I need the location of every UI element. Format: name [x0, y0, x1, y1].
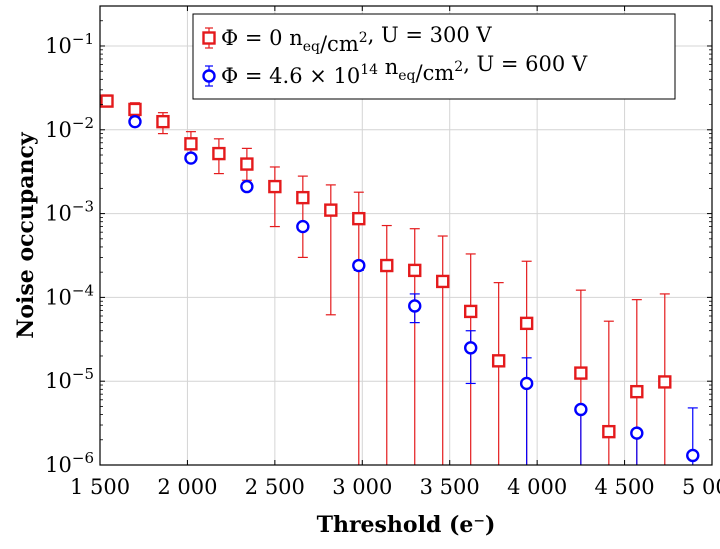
plot-frame	[99, 5, 713, 466]
data-point	[408, 228, 422, 465]
square-marker	[212, 146, 226, 161]
data-point	[686, 407, 700, 465]
data-point	[352, 191, 366, 465]
square-marker	[630, 384, 644, 399]
x-tick-label: 2 000	[157, 475, 217, 499]
square-marker	[380, 258, 394, 273]
data-point	[408, 293, 422, 324]
x-axis-title: Threshold (e⁻)	[317, 512, 496, 538]
data-point	[240, 147, 254, 181]
data-point	[574, 402, 588, 465]
square-marker	[128, 102, 142, 117]
series-1	[100, 94, 672, 465]
data-series	[100, 94, 700, 465]
x-tick-label: 1 500	[70, 475, 130, 499]
circle-marker	[184, 151, 198, 165]
data-point	[324, 184, 338, 316]
data-point	[128, 102, 142, 117]
y-tick-label: 10−3	[45, 198, 94, 226]
y-tick-label: 10−6	[45, 449, 94, 477]
data-point	[184, 151, 198, 165]
y-tick-label: 10−4	[45, 281, 94, 309]
data-point	[519, 357, 534, 465]
circle-marker	[519, 376, 534, 391]
square-marker	[574, 366, 588, 380]
data-point	[463, 330, 478, 385]
circle-marker	[240, 179, 254, 194]
data-point	[240, 179, 254, 194]
square-marker	[602, 424, 616, 439]
data-point	[296, 219, 310, 234]
square-marker	[268, 179, 282, 194]
x-tick-label: 4 500	[595, 475, 655, 499]
legend-box	[192, 13, 676, 100]
x-tick-label: 3 000	[332, 475, 392, 499]
x-tick-label: 3 500	[420, 475, 480, 499]
square-marker	[658, 375, 672, 389]
circle-marker	[574, 402, 588, 417]
legend-circle-marker	[202, 69, 216, 83]
legend-label: Φ = 4.6 × 1014 neq/cm2, U = 600 V	[221, 52, 588, 88]
series-2	[128, 114, 700, 465]
data-point	[436, 235, 450, 465]
square-marker	[100, 94, 114, 108]
data-point	[491, 282, 506, 465]
data-point	[128, 114, 142, 129]
legend: Φ = 0 neq/cm2, U = 300 VΦ = 4.6 × 1014 n…	[192, 13, 676, 100]
circle-marker	[352, 258, 366, 273]
x-tick-label: 2 500	[245, 475, 305, 499]
square-marker	[436, 274, 450, 289]
square-marker	[296, 190, 310, 205]
data-point	[380, 224, 394, 465]
data-point	[602, 320, 616, 465]
data-point	[212, 138, 226, 175]
axis-ticks: 1 500 2 000 2 500 3 000 3 500 4 000 4 500 5 000…	[45, 6, 720, 499]
y-tick-label: 10−1	[45, 30, 94, 58]
circle-marker	[630, 426, 644, 440]
circle-marker	[296, 219, 310, 234]
square-marker	[324, 203, 338, 217]
circle-marker	[686, 448, 700, 463]
legend-entry-1: Φ = 0 neq/cm2, U = 300 V	[202, 23, 492, 56]
circle-marker	[463, 341, 478, 355]
y-tick-label: 10−2	[45, 114, 94, 142]
legend-entry-2: Φ = 4.6 × 1014 neq/cm2, U = 600 V	[202, 52, 588, 88]
data-point	[352, 258, 366, 273]
x-tick-label: 5 000	[682, 475, 720, 499]
data-point	[658, 293, 672, 465]
data-point	[268, 166, 282, 228]
data-point	[100, 94, 114, 108]
square-marker	[463, 304, 478, 319]
square-marker	[408, 263, 422, 278]
square-marker	[519, 316, 534, 331]
legend-square-marker	[202, 31, 216, 45]
circle-marker	[128, 114, 142, 129]
square-marker	[184, 137, 198, 151]
y-axis-title: Noise occupancy	[13, 131, 39, 339]
data-point	[156, 112, 170, 135]
data-point	[630, 426, 644, 465]
square-marker	[352, 211, 366, 226]
circle-marker	[408, 299, 422, 313]
legend-label: Φ = 0 neq/cm2, U = 300 V	[221, 23, 492, 56]
square-marker	[491, 354, 506, 368]
data-point	[296, 175, 310, 259]
x-tick-label: 4 000	[507, 475, 567, 499]
y-tick-label: 10−5	[45, 365, 94, 393]
square-marker	[156, 114, 170, 129]
square-marker	[240, 157, 254, 171]
